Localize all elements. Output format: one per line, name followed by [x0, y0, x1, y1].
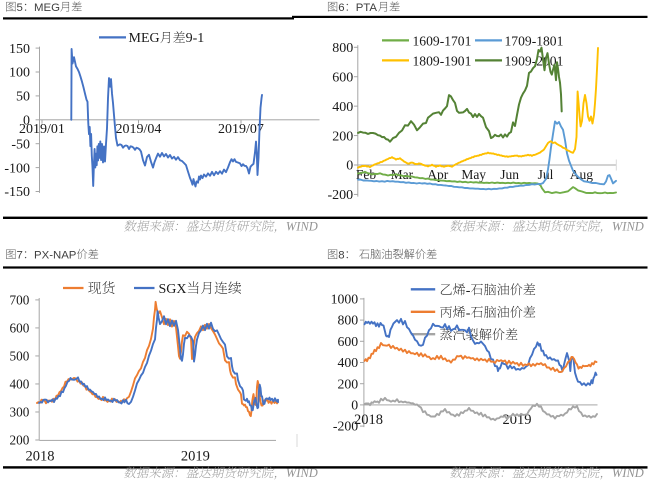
- svg-text:WIND: WIND: [286, 220, 318, 234]
- svg-text:600: 600: [337, 334, 358, 349]
- svg-text:PTA: PTA: [356, 2, 378, 14]
- svg-text:0: 0: [351, 398, 358, 413]
- svg-text:600: 600: [332, 70, 353, 85]
- svg-text:Jun: Jun: [500, 167, 519, 182]
- svg-text:500: 500: [10, 348, 30, 363]
- svg-text:MEG: MEG: [34, 2, 60, 14]
- svg-text:2018: 2018: [354, 412, 383, 428]
- svg-text:-50: -50: [11, 137, 30, 152]
- svg-text:150: 150: [9, 42, 30, 57]
- svg-text:1709-1801: 1709-1801: [505, 33, 564, 48]
- svg-text:WIND: WIND: [286, 466, 318, 480]
- svg-text:400: 400: [337, 355, 358, 370]
- svg-text:0: 0: [23, 114, 30, 129]
- svg-text:2019: 2019: [181, 448, 210, 464]
- svg-text:2018: 2018: [26, 448, 55, 464]
- svg-text:400: 400: [332, 100, 353, 115]
- svg-text:600: 600: [10, 320, 30, 335]
- svg-text:200: 200: [10, 432, 30, 447]
- svg-text:300: 300: [10, 404, 30, 419]
- svg-text:1000: 1000: [331, 292, 359, 307]
- svg-text:WIND: WIND: [612, 466, 644, 480]
- svg-text:2019/07: 2019/07: [218, 122, 264, 137]
- svg-text:8: 8: [338, 250, 344, 262]
- svg-text:-150: -150: [4, 185, 30, 200]
- svg-text:200: 200: [332, 129, 353, 144]
- svg-text:0: 0: [346, 159, 353, 174]
- svg-text:-200: -200: [328, 188, 354, 203]
- svg-text:800: 800: [332, 41, 353, 56]
- svg-text:Apr: Apr: [427, 167, 448, 182]
- svg-text:7: 7: [17, 250, 23, 262]
- svg-text:50: 50: [16, 90, 30, 105]
- svg-text:6: 6: [338, 2, 344, 14]
- svg-text:2019/04: 2019/04: [116, 122, 162, 137]
- svg-text:Aug: Aug: [570, 167, 593, 182]
- svg-text:-100: -100: [4, 161, 30, 176]
- svg-text:700: 700: [10, 292, 30, 307]
- svg-text:MEG: MEG: [129, 31, 160, 46]
- svg-text:Feb: Feb: [356, 167, 377, 182]
- svg-text:PX-NAP: PX-NAP: [34, 250, 76, 262]
- svg-text:Mar: Mar: [391, 167, 414, 182]
- svg-text:-: -: [466, 306, 471, 321]
- svg-text:5: 5: [17, 2, 23, 14]
- svg-text:400: 400: [10, 376, 30, 391]
- svg-text:Jul: Jul: [538, 167, 554, 182]
- svg-text:200: 200: [337, 376, 358, 391]
- svg-text:-200: -200: [333, 419, 358, 434]
- svg-text:100: 100: [9, 66, 30, 81]
- svg-text:2019/01: 2019/01: [19, 122, 65, 137]
- svg-text:-: -: [466, 283, 471, 298]
- svg-text:May: May: [461, 167, 486, 182]
- svg-text:SGX: SGX: [159, 282, 187, 297]
- svg-text:9-1: 9-1: [186, 31, 205, 46]
- svg-text:1809-1901: 1809-1901: [413, 53, 472, 68]
- svg-text:1609-1701: 1609-1701: [413, 33, 472, 48]
- svg-text:800: 800: [337, 313, 358, 328]
- svg-text:WIND: WIND: [612, 220, 644, 234]
